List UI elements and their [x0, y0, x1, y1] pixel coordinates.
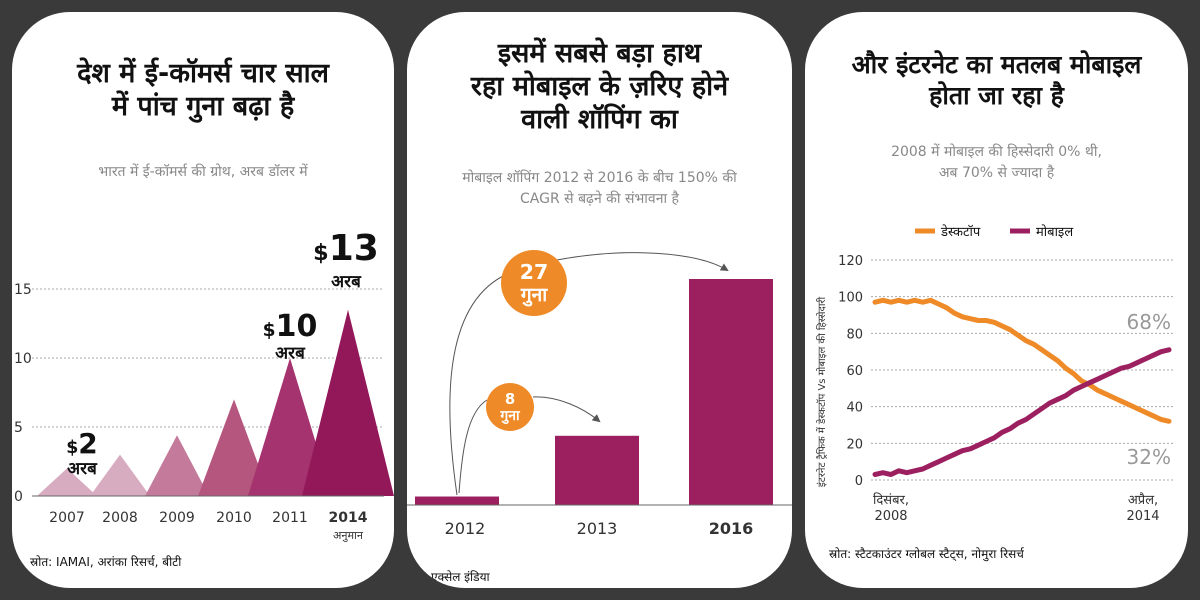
- estimate-label: अनुमान: [333, 529, 364, 542]
- panel-2-subtitle: मोबाइल शॉपिंग 2012 से 2016 के बीच 150% क…: [462, 170, 737, 207]
- x-tick-label: 2013: [577, 519, 618, 538]
- y-tick-label: 15: [14, 282, 32, 298]
- x-tick-label: 2016: [709, 519, 754, 538]
- y-axis-label: इंटरनेट ट्रैफिक में डेस्कटॉप Vs मोबाइल क…: [816, 296, 828, 487]
- bar: [689, 279, 773, 505]
- panel-1-title: देश में ई-कॉमर्स चार साल में पांच गुना ब…: [77, 58, 329, 122]
- panel-mobile-shopping: इसमें सबसे बड़ा हाथ रहा मोबाइल के ज़रिए …: [407, 12, 792, 588]
- legend-label: डेस्कटॉप: [940, 224, 981, 240]
- x-tick-label: 2007: [49, 510, 85, 526]
- panel-internet-mobile: और इंटरनेट का मतलब मोबाइल होता जा रहा है…: [805, 12, 1188, 588]
- arrow-line: [449, 273, 508, 496]
- area-mark: [90, 454, 150, 496]
- callout-value: $2: [66, 427, 98, 460]
- callout-unit: अरब: [67, 459, 98, 479]
- desktop-end-value: 32%: [1127, 445, 1171, 469]
- series-line: [872, 347, 1172, 477]
- line-chart: 0 20 40 60 80 100 120 इंटरनेट ट्रैफिक में डेस्क…: [816, 224, 1173, 524]
- y-tick-label: 10: [14, 351, 32, 367]
- panel-3-title: और इंटरनेट का मतलब मोबाइल होता जा रहा है: [851, 50, 1142, 110]
- x-tick-label: 2011: [272, 510, 308, 526]
- panel-3-subtitle: 2008 में मोबाइल की हिस्सेदारी 0% थी, अब …: [891, 144, 1102, 181]
- x-tick-label: 2009: [159, 510, 195, 526]
- area-mark: [302, 309, 394, 496]
- multiplier-badge: [486, 383, 534, 431]
- multiplier-value: 8: [505, 390, 515, 408]
- x-tick-label: 2012: [445, 519, 486, 538]
- multiplier-unit: गुना: [499, 408, 521, 425]
- multiplier-badge: [501, 250, 567, 316]
- legend-label: मोबाइल: [1036, 224, 1073, 240]
- multiplier-value: 27: [520, 260, 548, 284]
- arrow-line: [556, 252, 729, 272]
- x-start-label: 2008: [874, 509, 907, 524]
- y-tick-label: 0: [14, 489, 23, 505]
- callout-unit: अरब: [331, 272, 362, 292]
- bar: [415, 496, 499, 505]
- mobile-end-value: 68%: [1127, 310, 1171, 334]
- y-tick-label: 40: [846, 401, 863, 416]
- callout-unit: अरब: [275, 344, 306, 364]
- x-tick-label: 2010: [216, 510, 252, 526]
- x-end-label: 2014: [1126, 509, 1159, 524]
- panel-2-source: एक्सेल इंडिया: [431, 570, 490, 584]
- area-mark: [145, 435, 209, 496]
- x-end-label: अप्रैल,: [1128, 492, 1158, 508]
- series-line: [872, 297, 1172, 424]
- y-tick-label: 100: [838, 291, 863, 306]
- arrow-line: [532, 396, 601, 423]
- x-start-label: दिसंबर,: [873, 492, 909, 508]
- callout-value: $10: [263, 309, 318, 344]
- panel-ecommerce-growth: देश में ई-कॉमर्स चार साल में पांच गुना ब…: [12, 12, 394, 588]
- area-mark: [198, 399, 270, 496]
- panel-1-subtitle: भारत में ई-कॉमर्स की ग्रोथ, अरब डॉलर में: [98, 164, 308, 180]
- multiplier-unit: गुना: [520, 283, 548, 307]
- panel-3-source: स्रोत: स्टैटकाउंटर ग्लोबल स्टैट्स, नोमुर…: [829, 547, 1024, 561]
- callout-value: $13: [313, 228, 379, 269]
- y-tick-label: 80: [846, 327, 863, 342]
- panel-1-source: स्रोत: IAMAI, अरांका रिसर्च, बीटी: [30, 555, 182, 569]
- y-tick-label: 20: [846, 437, 863, 452]
- y-tick-label: 5: [14, 420, 23, 436]
- bar: [555, 435, 639, 505]
- x-tick-label: 2008: [102, 510, 138, 526]
- arrow-line: [458, 399, 488, 494]
- area-mark: [37, 468, 97, 496]
- y-tick-label: 60: [846, 364, 863, 379]
- panel-2-title: इसमें सबसे बड़ा हाथ रहा मोबाइल के ज़रिए …: [470, 38, 729, 135]
- y-tick-label: 0: [855, 474, 863, 489]
- y-tick-label: 120: [838, 254, 863, 269]
- x-tick-label: 2014: [329, 510, 368, 526]
